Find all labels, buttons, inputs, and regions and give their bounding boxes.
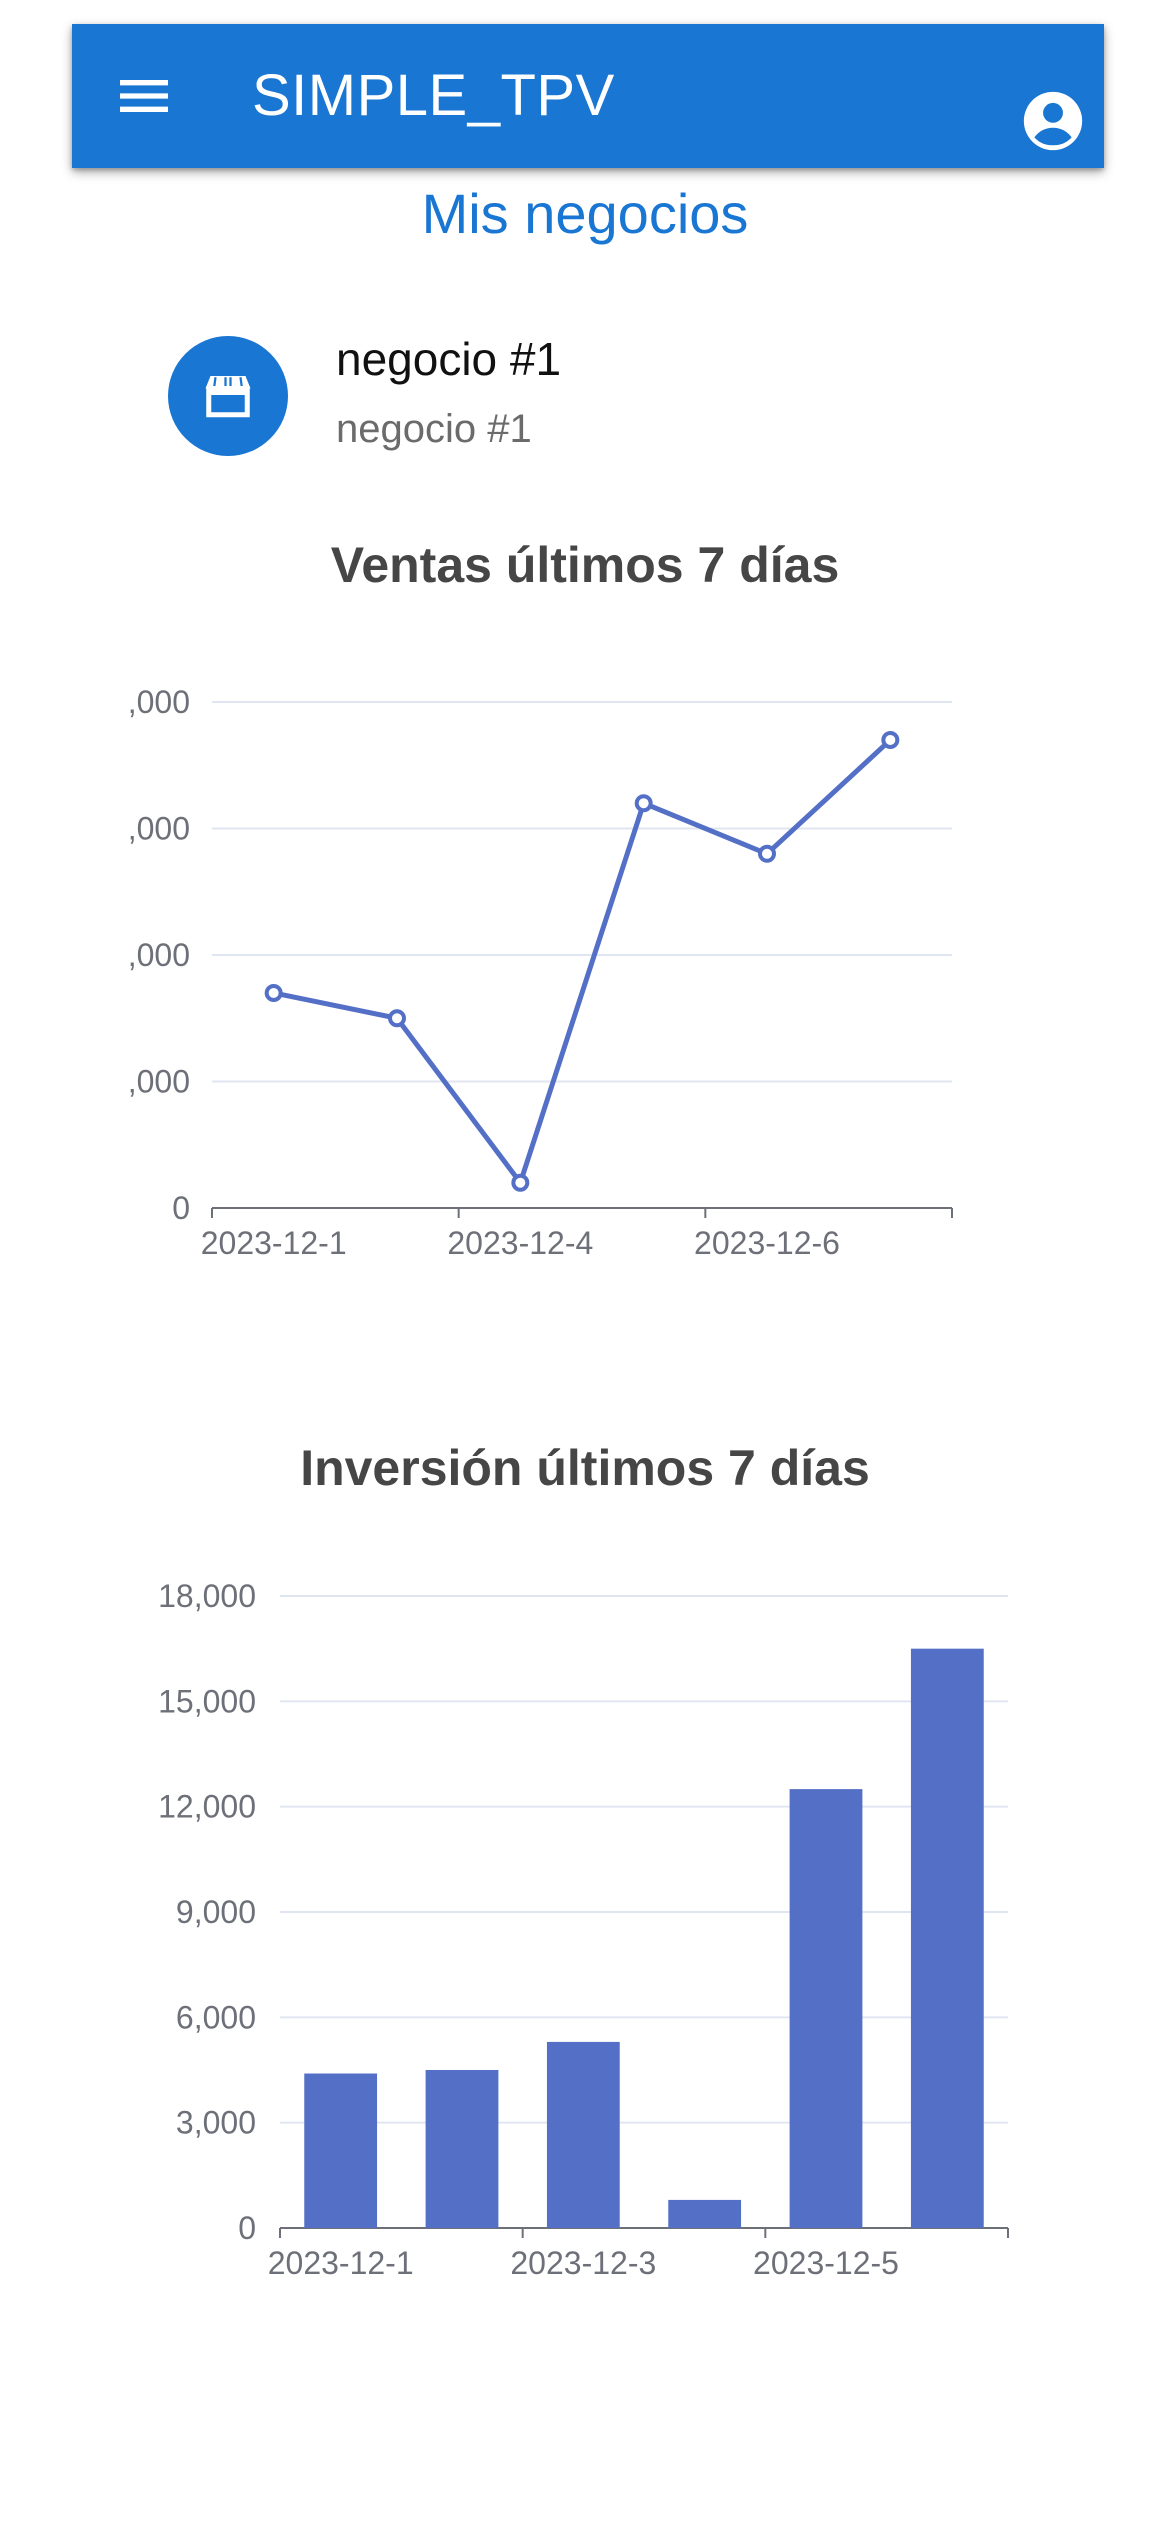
store-icon	[205, 376, 251, 418]
sales-data-point	[264, 983, 283, 1002]
investment-bar	[425, 2070, 499, 2228]
x-tick-label: 2023-12-4	[447, 1225, 593, 1261]
x-tick-label: 2023-12-1	[201, 1225, 347, 1261]
account-circle-icon[interactable]	[1018, 86, 1088, 156]
sales-data-point	[634, 794, 653, 813]
y-tick-label: 6,000	[176, 1999, 256, 2035]
sales-chart-title: Ventas últimos 7 días	[330, 537, 840, 593]
x-tick-label: 2023-12-6	[694, 1225, 840, 1261]
sales-data-point	[881, 730, 900, 749]
investment-bar	[668, 2199, 742, 2228]
sales-line-chart: ,000 ,000 ,000 ,000 0 2023-12-1 2023-12-4 2023-…	[128, 684, 953, 1261]
business-list-item[interactable]: negocio #1 negocio #1	[168, 318, 1008, 468]
y-tick-label: 15,000	[158, 1683, 256, 1719]
y-tick-label: ,000	[128, 937, 190, 973]
y-tick-label: ,000	[128, 811, 190, 847]
app-bar: SIMPLE_TPV	[72, 24, 1104, 168]
sales-series-line	[273, 738, 893, 1186]
business-avatar	[168, 336, 288, 456]
y-tick-label: 0	[238, 2210, 256, 2246]
y-tick-label: 3,000	[176, 2105, 256, 2141]
app-title: SIMPLE_TPV	[252, 63, 615, 128]
investment-chart-title: Inversión últimos 7 días	[300, 1440, 870, 1496]
sales-data-point	[388, 1009, 406, 1028]
y-tick-label: ,000	[128, 684, 190, 720]
x-tick-label: 2023-12-5	[753, 2245, 899, 2281]
investment-bar	[304, 2073, 378, 2228]
y-tick-label: 18,000	[158, 1578, 256, 1614]
y-tick-label: ,000	[128, 1064, 190, 1100]
y-tick-label: 0	[172, 1190, 190, 1226]
x-tick-label: 2023-12-1	[268, 2245, 414, 2281]
investment-bar-chart: 18,000 15,000 12,000 9,000 6,000 3,000 0 2023-1…	[158, 1578, 1009, 2281]
business-name: negocio #1	[336, 333, 562, 385]
y-tick-label: 9,000	[176, 1894, 256, 1930]
investment-bar	[789, 1789, 863, 2228]
sales-data-point	[511, 1173, 530, 1192]
investment-bar	[546, 2041, 620, 2228]
investment-bar	[910, 1648, 984, 2228]
sales-data-point	[758, 844, 776, 863]
y-tick-label: 12,000	[158, 1789, 256, 1825]
page-title: Mis negocios	[421, 182, 749, 245]
business-subtitle: negocio #1	[336, 407, 532, 451]
x-tick-label: 2023-12-3	[510, 2245, 656, 2281]
menu-icon[interactable]	[112, 64, 176, 128]
